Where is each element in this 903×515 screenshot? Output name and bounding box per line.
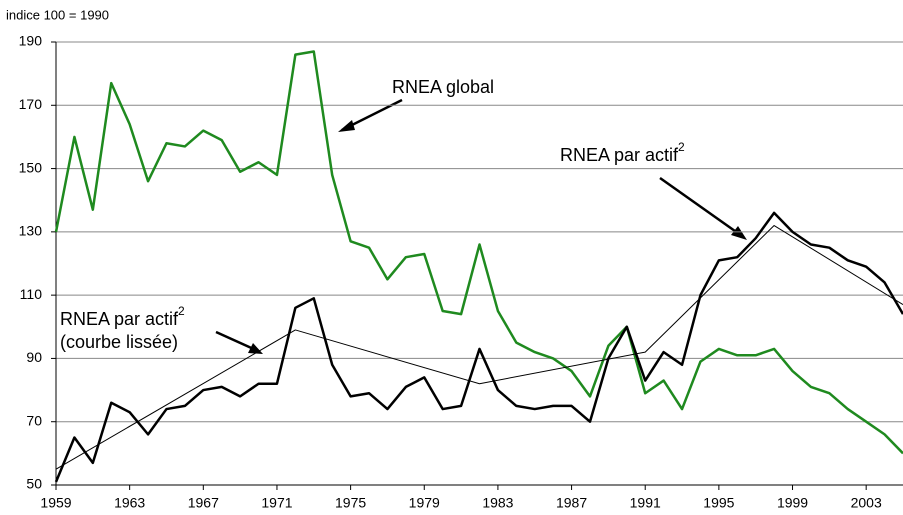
x-tick-label: 1979 [409,495,440,511]
annotation-text: RNEA par actif [560,145,679,165]
x-tick-label: 1983 [482,495,513,511]
y-tick-label: 110 [20,286,43,302]
x-tick-label: 1999 [777,495,808,511]
annotation-text: RNEA par actif [60,309,179,329]
series-line [55,225,903,470]
y-tick-label: 170 [19,96,43,112]
x-tick-label: 1963 [114,495,145,511]
x-tick-label: 1971 [261,495,292,511]
series-line [54,50,903,455]
footnote-mark: 2 [678,140,685,154]
arrow-head [731,226,747,240]
y-tick-label: 190 [19,33,43,49]
y-tick-label: 50 [26,476,42,492]
annotation: RNEA par actif2 [60,304,185,329]
y-tick-label: 130 [19,223,43,239]
footnote-mark: 2 [178,304,185,318]
x-tick-label: 1967 [188,495,219,511]
y-tick-label: 90 [26,349,42,365]
x-tick-label: 1995 [703,495,734,511]
x-tick-label: 1959 [40,495,71,511]
y-tick-label: 70 [26,412,42,428]
arrow-head [248,343,263,354]
annotation: RNEA global [392,77,494,97]
subtitle: indice 100 = 1990 [6,7,109,22]
annotations: RNEA global RNEA par actif2 RNEA par act… [60,77,747,354]
annotation: RNEA par actif2 [560,140,685,165]
annotation: (courbe lissée) [60,332,178,352]
arrow [659,176,743,238]
arrow-head [338,120,355,132]
y-tick-label: 150 [19,159,43,175]
x-tick-label: 1991 [630,495,661,511]
x-tick-label: 1987 [556,495,587,511]
series-line [54,211,903,483]
x-tick-label: 2003 [851,495,882,511]
x-tick-label: 1975 [335,495,366,511]
